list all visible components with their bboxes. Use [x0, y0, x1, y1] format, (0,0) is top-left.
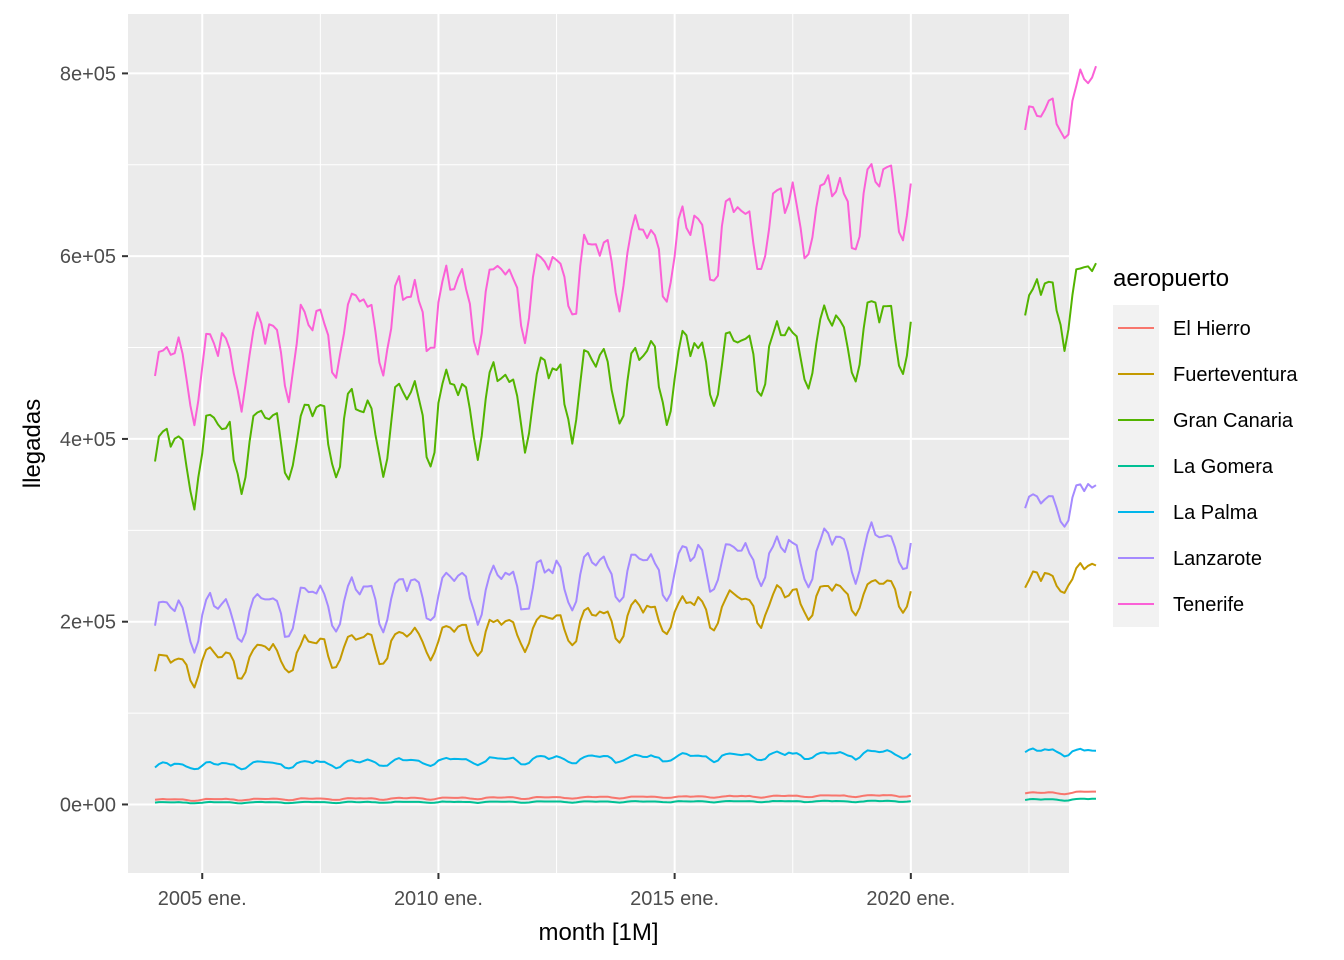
- x-tick-label: 2015 ene.: [630, 888, 719, 910]
- legend-label: El Hierro: [1173, 318, 1251, 340]
- legend-item: Fuerteventura: [1118, 364, 1298, 386]
- y-tick-label: 0e+00: [60, 794, 116, 816]
- legend-item: La Palma: [1118, 502, 1258, 524]
- major-gridlines: [128, 14, 1069, 873]
- plot-panel: [128, 14, 1069, 873]
- legend-item: El Hierro: [1118, 318, 1251, 340]
- y-axis-title: llegadas: [19, 399, 46, 488]
- y-tick-label: 4e+05: [60, 429, 116, 451]
- legend-item: Gran Canaria: [1118, 410, 1294, 432]
- series-line: [1024, 562, 1097, 594]
- legend-label: Fuerteventura: [1173, 364, 1298, 386]
- legend-label: La Gomera: [1173, 456, 1274, 478]
- x-tick-label: 2010 ene.: [394, 888, 483, 910]
- legend-title: aeropuerto: [1113, 265, 1229, 292]
- series-line: [154, 794, 911, 802]
- legend-label: La Palma: [1173, 502, 1258, 524]
- legend-label: Tenerife: [1173, 594, 1244, 616]
- series-line: [154, 300, 912, 511]
- y-tick-label: 6e+05: [60, 246, 116, 268]
- series-line: [1024, 790, 1096, 796]
- legend: aeropuerto El Hierro Fuerteventura Gran Ca…: [1113, 265, 1298, 627]
- x-axis-ticks: 2005 ene. 2010 ene. 2015 ene. 2020 ene.: [158, 873, 955, 910]
- minor-gridlines: [128, 14, 1069, 873]
- x-tick-label: 2005 ene.: [158, 888, 247, 910]
- y-axis-ticks: 0e+00 2e+05 4e+05 6e+05 8e+05: [60, 63, 128, 816]
- series-line: [154, 749, 912, 771]
- legend-label: Gran Canaria: [1173, 410, 1294, 432]
- series-line: [1024, 262, 1097, 352]
- series-line: [154, 521, 912, 654]
- series-line: [154, 163, 912, 427]
- legend-item: Lanzarote: [1118, 548, 1262, 570]
- y-tick-label: 8e+05: [60, 63, 116, 85]
- series-line: [154, 799, 911, 805]
- series-lines: [154, 65, 1097, 805]
- series-line: [1024, 483, 1097, 528]
- x-tick-label: 2020 ene.: [866, 888, 955, 910]
- legend-label: Lanzarote: [1173, 548, 1262, 570]
- legend-item: La Gomera: [1118, 456, 1274, 478]
- series-line: [1024, 65, 1097, 140]
- series-line: [1024, 747, 1097, 758]
- series-line: [1024, 797, 1096, 802]
- y-tick-label: 2e+05: [60, 612, 116, 634]
- legend-item: Tenerife: [1118, 594, 1244, 616]
- x-axis-title: month [1M]: [538, 919, 658, 946]
- series-line: [154, 579, 912, 689]
